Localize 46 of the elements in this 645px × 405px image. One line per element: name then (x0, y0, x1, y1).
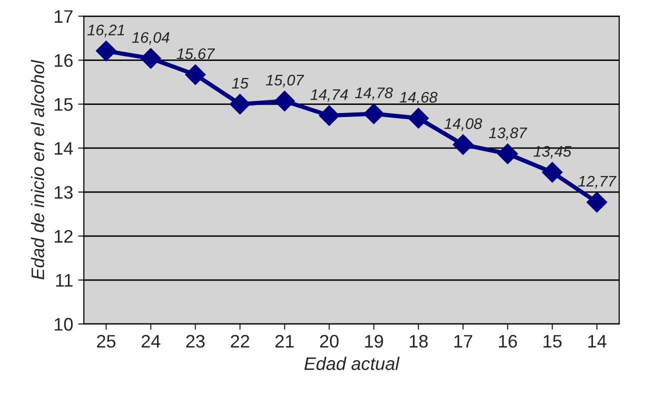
point (230, 94, 250, 114)
point (408, 108, 429, 129)
y-tick-label: 15 (54, 98, 73, 111)
data-label: 15,07 (266, 74, 304, 88)
x-tick-label: 25 (97, 334, 116, 348)
data-label: 15 (232, 78, 249, 89)
y-tick-label: 10 (54, 318, 73, 331)
x-tick-label: 14 (588, 335, 606, 348)
data-label: 14,08 (444, 118, 482, 131)
x-tick-label: 21 (275, 334, 294, 348)
x-axis-title: Edad actual (304, 356, 400, 370)
y-tick-label: 12 (54, 230, 73, 243)
data-label: 15,67 (176, 48, 215, 61)
y-tick-label: 16 (54, 54, 73, 67)
point (452, 134, 474, 155)
data-label: 14,78 (355, 87, 393, 100)
x-tick-label: 17 (454, 335, 472, 348)
y-tick-label: 13 (54, 186, 73, 199)
point (96, 40, 116, 62)
data-label: 12,77 (578, 176, 616, 188)
x-tick-label: 16 (499, 334, 517, 348)
point (140, 48, 162, 69)
x-tick-label: 20 (320, 334, 339, 348)
data-label: 13,45 (534, 146, 572, 159)
y-tick-label: 17 (54, 10, 73, 23)
point (274, 90, 295, 112)
y-tick-label: 14 (54, 142, 73, 155)
point (363, 103, 384, 124)
x-tick-label: 19 (365, 334, 384, 348)
data-label: 14,74 (310, 89, 348, 102)
data-label: 14,68 (400, 92, 438, 104)
x-tick-label: 24 (142, 334, 160, 348)
x-tick-label: 18 (410, 334, 428, 348)
point (318, 105, 340, 126)
point (185, 64, 206, 86)
point (586, 192, 608, 213)
data-label: 16,04 (132, 32, 170, 45)
point (497, 143, 518, 164)
point (542, 162, 563, 183)
data-label: 16,21 (87, 24, 124, 38)
x-tick-label: 15 (544, 335, 562, 348)
y-axis-title: Edad de inicio en el alcohol (30, 60, 44, 280)
x-tick-label: 22 (230, 334, 250, 348)
y-tick-label: 11 (56, 274, 73, 287)
x-tick-label: 23 (186, 334, 205, 348)
data-label: 13,87 (488, 127, 528, 140)
